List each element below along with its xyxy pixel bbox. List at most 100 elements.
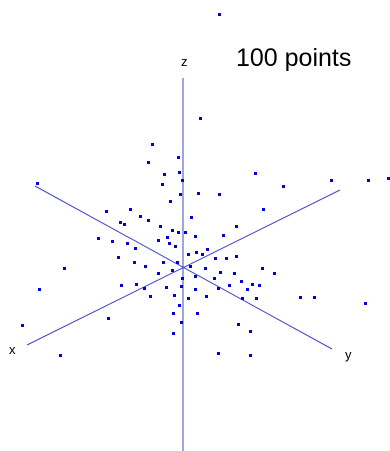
data-point	[38, 288, 41, 291]
data-point	[97, 237, 100, 240]
data-point	[107, 317, 110, 320]
data-point	[162, 261, 165, 264]
z-axis-label: z	[181, 54, 188, 69]
data-point	[273, 272, 276, 275]
data-point	[161, 183, 164, 186]
data-point	[214, 257, 217, 260]
data-point	[151, 143, 154, 146]
data-point	[213, 277, 216, 280]
data-point	[36, 182, 39, 185]
data-point	[189, 265, 192, 268]
x-axis-label: x	[9, 342, 16, 357]
data-point	[233, 272, 236, 275]
data-point	[249, 354, 252, 357]
data-point	[228, 284, 231, 287]
data-point	[171, 269, 174, 272]
data-point	[180, 321, 183, 324]
data-point	[205, 295, 208, 298]
data-point	[143, 287, 146, 290]
data-point	[177, 156, 180, 159]
data-point	[180, 285, 183, 288]
data-point	[261, 267, 264, 270]
data-point	[147, 219, 150, 222]
data-point	[262, 208, 265, 211]
data-point	[299, 296, 302, 299]
data-point	[147, 161, 150, 164]
data-point	[177, 231, 180, 234]
data-point	[196, 312, 199, 315]
data-point	[235, 255, 238, 258]
data-point	[255, 297, 258, 300]
data-point	[163, 173, 166, 176]
chart-title: 100 points	[236, 44, 352, 72]
data-point	[165, 286, 168, 289]
data-point	[173, 294, 176, 297]
data-point	[241, 297, 244, 300]
data-point	[235, 225, 238, 228]
data-point	[330, 179, 333, 182]
data-point	[157, 239, 160, 242]
data-point	[179, 193, 182, 196]
data-point	[172, 312, 175, 315]
data-point	[105, 210, 108, 213]
data-point	[364, 302, 367, 305]
data-point	[63, 267, 66, 270]
data-point	[240, 280, 243, 283]
data-point	[194, 235, 197, 238]
data-point	[190, 216, 193, 219]
data-point	[367, 179, 370, 182]
data-point	[201, 253, 204, 256]
data-point	[172, 332, 175, 335]
data-point	[178, 171, 181, 174]
data-point	[218, 193, 221, 196]
data-point	[181, 179, 184, 182]
data-point	[249, 330, 252, 333]
data-point	[174, 245, 177, 248]
data-point	[219, 271, 222, 274]
data-point	[199, 117, 202, 120]
data-point	[59, 354, 62, 357]
data-point	[217, 352, 220, 355]
data-point	[194, 275, 197, 278]
data-point	[21, 324, 24, 327]
data-point	[218, 13, 221, 16]
data-point	[195, 251, 198, 254]
data-point	[117, 256, 120, 259]
data-point	[111, 240, 114, 243]
y-axis-line	[34, 185, 333, 350]
data-point	[187, 253, 190, 256]
data-point	[159, 225, 162, 228]
data-point	[246, 288, 249, 291]
data-point	[134, 247, 137, 250]
data-point	[184, 231, 187, 234]
data-point	[197, 192, 200, 195]
data-point	[120, 284, 123, 287]
data-point	[119, 221, 122, 224]
data-point	[237, 323, 240, 326]
data-point	[313, 296, 316, 299]
data-point	[222, 234, 225, 237]
data-point	[178, 304, 181, 307]
y-axis-label: y	[345, 347, 352, 362]
data-point	[149, 295, 152, 298]
data-point	[176, 261, 179, 264]
data-point	[194, 288, 197, 291]
data-point	[206, 248, 209, 251]
data-point	[169, 200, 172, 203]
data-point	[225, 257, 228, 260]
data-point	[129, 208, 132, 211]
data-point	[387, 177, 390, 180]
data-point	[181, 277, 184, 280]
data-point	[157, 272, 160, 275]
data-point	[133, 261, 136, 264]
data-point	[217, 287, 220, 290]
data-point	[251, 283, 254, 286]
data-point	[139, 215, 142, 218]
data-point	[135, 283, 138, 286]
data-point	[126, 242, 129, 245]
data-point	[168, 242, 171, 245]
data-points	[21, 13, 390, 357]
data-point	[123, 223, 126, 226]
data-point	[204, 267, 207, 270]
